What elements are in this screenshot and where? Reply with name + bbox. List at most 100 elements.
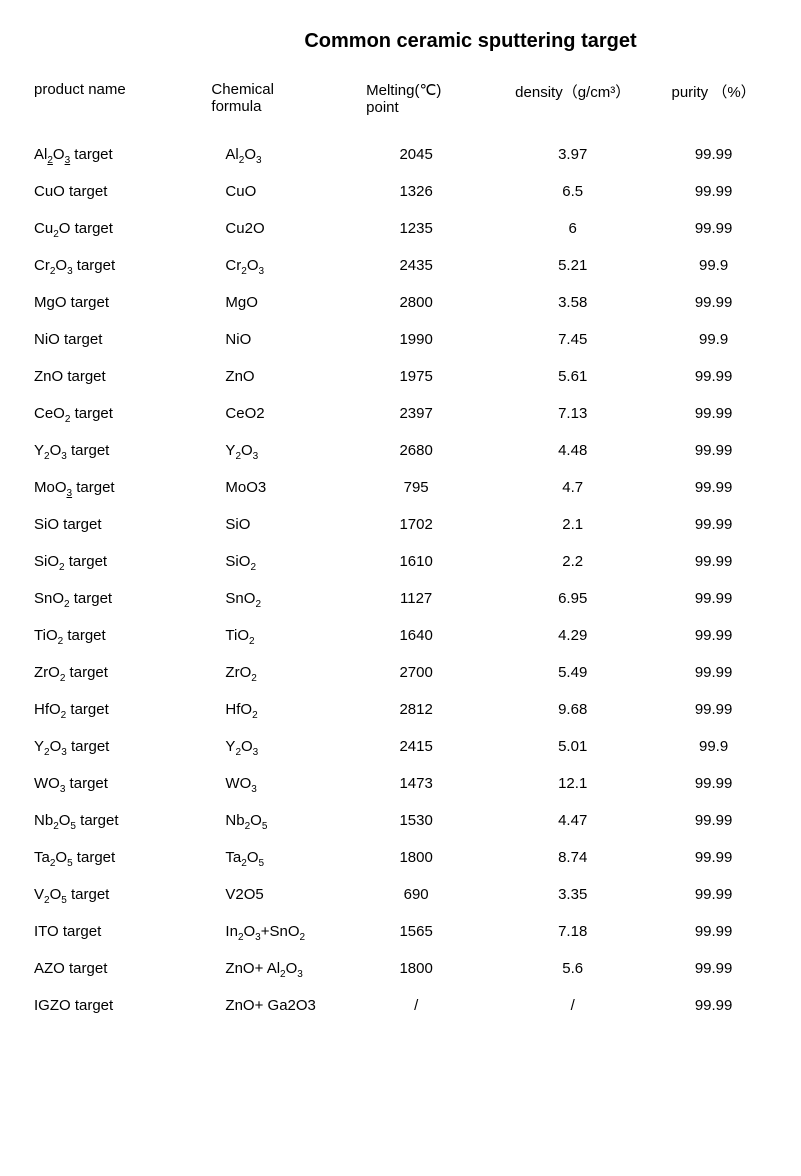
- table-row: Y2O3 targetY2O326804.4899.99: [30, 432, 771, 469]
- cell-formula: NiO: [207, 321, 343, 358]
- cell-purity: 99.99: [656, 358, 771, 395]
- table-row: Nb2O5 targetNb2O515304.4799.99: [30, 802, 771, 839]
- cell-formula: TiO2: [207, 617, 343, 654]
- table-row: SnO2 targetSnO211276.9599.99: [30, 580, 771, 617]
- cell-density: 4.48: [489, 432, 656, 469]
- cell-name: SiO target: [30, 506, 207, 543]
- cell-name: Ta2O5 target: [30, 839, 207, 876]
- table-row: Ta2O5 targetTa2O518008.7499.99: [30, 839, 771, 876]
- cell-melting: 1473: [343, 765, 489, 802]
- cell-melting: 2415: [343, 728, 489, 765]
- cell-purity: 99.99: [656, 913, 771, 950]
- cell-name: ZnO target: [30, 358, 207, 395]
- cell-melting: 795: [343, 469, 489, 506]
- table-row: HfO2 targetHfO228129.6899.99: [30, 691, 771, 728]
- cell-purity: 99.99: [656, 136, 771, 173]
- cell-melting: 1610: [343, 543, 489, 580]
- cell-density: 6.5: [489, 173, 656, 210]
- cell-name: Al2O3 target: [30, 136, 207, 173]
- cell-name: MgO target: [30, 284, 207, 321]
- table-row: Cu2O targetCu2O1235699.99: [30, 210, 771, 247]
- cell-formula: ZrO2: [207, 654, 343, 691]
- header-formula: Chemical formula: [207, 77, 343, 136]
- cell-purity: 99.99: [656, 284, 771, 321]
- cell-density: 2.1: [489, 506, 656, 543]
- cell-melting: 2397: [343, 395, 489, 432]
- cell-density: 9.68: [489, 691, 656, 728]
- cell-purity: 99.99: [656, 210, 771, 247]
- table-row: V2O5 targetV2O56903.3599.99: [30, 876, 771, 913]
- cell-density: 5.21: [489, 247, 656, 284]
- cell-density: 5.01: [489, 728, 656, 765]
- cell-melting: 1640: [343, 617, 489, 654]
- cell-density: 8.74: [489, 839, 656, 876]
- table-row: NiO targetNiO19907.4599.9: [30, 321, 771, 358]
- table-row: CeO2 targetCeO223977.1399.99: [30, 395, 771, 432]
- cell-purity: 99.99: [656, 432, 771, 469]
- page-title: Common ceramic sputtering target: [30, 30, 771, 53]
- cell-purity: 99.99: [656, 173, 771, 210]
- cell-name: AZO target: [30, 950, 207, 987]
- cell-formula: ZnO+ Ga2O3: [207, 987, 343, 1024]
- cell-density: 3.97: [489, 136, 656, 173]
- cell-melting: 690: [343, 876, 489, 913]
- header-row: product name Chemical formula Melting(℃)…: [30, 77, 771, 136]
- cell-purity: 99.99: [656, 839, 771, 876]
- cell-density: 5.6: [489, 950, 656, 987]
- cell-name: IGZO target: [30, 987, 207, 1024]
- table-row: ZrO2 targetZrO227005.4999.99: [30, 654, 771, 691]
- table-row: MgO targetMgO28003.5899.99: [30, 284, 771, 321]
- cell-purity: 99.99: [656, 506, 771, 543]
- cell-formula: In2O3+SnO2: [207, 913, 343, 950]
- cell-name: Nb2O5 target: [30, 802, 207, 839]
- cell-name: MoO3 target: [30, 469, 207, 506]
- cell-melting: 2680: [343, 432, 489, 469]
- cell-purity: 99.99: [656, 395, 771, 432]
- cell-melting: 1990: [343, 321, 489, 358]
- table-row: TiO2 targetTiO216404.2999.99: [30, 617, 771, 654]
- cell-formula: SiO: [207, 506, 343, 543]
- cell-name: V2O5 target: [30, 876, 207, 913]
- cell-purity: 99.99: [656, 617, 771, 654]
- header-purity: purity （%）: [656, 77, 771, 136]
- cell-formula: MoO3: [207, 469, 343, 506]
- cell-formula: ZnO: [207, 358, 343, 395]
- table-row: Al2O3 targetAl2O320453.9799.99: [30, 136, 771, 173]
- header-density: density（g/cm³）: [489, 77, 656, 136]
- cell-formula: V2O5: [207, 876, 343, 913]
- cell-name: CuO target: [30, 173, 207, 210]
- cell-density: 2.2: [489, 543, 656, 580]
- cell-purity: 99.99: [656, 580, 771, 617]
- cell-purity: 99.99: [656, 802, 771, 839]
- cell-formula: WO3: [207, 765, 343, 802]
- table-row: CuO targetCuO13266.599.99: [30, 173, 771, 210]
- cell-name: SnO2 target: [30, 580, 207, 617]
- targets-table: product name Chemical formula Melting(℃)…: [30, 77, 771, 1024]
- cell-density: 5.49: [489, 654, 656, 691]
- cell-purity: 99.99: [656, 987, 771, 1024]
- cell-density: 3.58: [489, 284, 656, 321]
- cell-density: 5.61: [489, 358, 656, 395]
- cell-formula: ZnO+ Al2O3: [207, 950, 343, 987]
- table-row: Y2O3 targetY2O324155.0199.9: [30, 728, 771, 765]
- cell-formula: Cr2O3: [207, 247, 343, 284]
- table-row: ITO targetIn2O3+SnO215657.1899.99: [30, 913, 771, 950]
- cell-density: 7.45: [489, 321, 656, 358]
- table-row: Cr2O3 targetCr2O324355.2199.9: [30, 247, 771, 284]
- cell-purity: 99.99: [656, 543, 771, 580]
- cell-purity: 99.9: [656, 247, 771, 284]
- cell-formula: Y2O3: [207, 728, 343, 765]
- cell-melting: 2812: [343, 691, 489, 728]
- cell-name: Y2O3 target: [30, 432, 207, 469]
- table-row: IGZO targetZnO+ Ga2O3//99.99: [30, 987, 771, 1024]
- table-row: SiO2 targetSiO216102.299.99: [30, 543, 771, 580]
- cell-melting: 1326: [343, 173, 489, 210]
- cell-melting: 1975: [343, 358, 489, 395]
- cell-melting: 2700: [343, 654, 489, 691]
- cell-purity: 99.99: [656, 691, 771, 728]
- cell-name: Cr2O3 target: [30, 247, 207, 284]
- cell-formula: Al2O3: [207, 136, 343, 173]
- cell-purity: 99.99: [656, 950, 771, 987]
- cell-melting: 1235: [343, 210, 489, 247]
- cell-formula: HfO2: [207, 691, 343, 728]
